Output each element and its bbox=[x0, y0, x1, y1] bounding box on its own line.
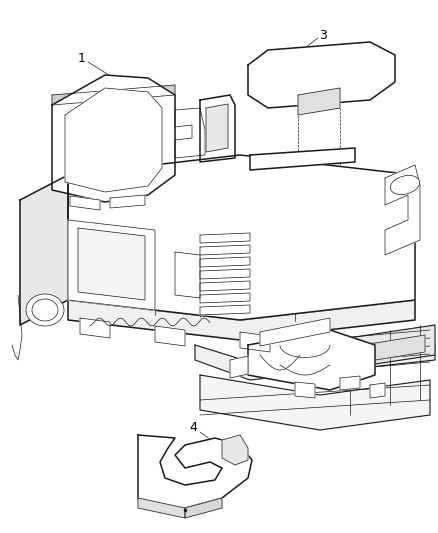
Polygon shape bbox=[52, 85, 175, 105]
Polygon shape bbox=[339, 376, 359, 390]
Polygon shape bbox=[200, 233, 249, 243]
Polygon shape bbox=[175, 108, 205, 158]
Polygon shape bbox=[200, 281, 249, 291]
Polygon shape bbox=[205, 104, 227, 152]
Polygon shape bbox=[369, 383, 384, 398]
Polygon shape bbox=[138, 498, 184, 518]
Polygon shape bbox=[175, 252, 200, 298]
Polygon shape bbox=[68, 220, 155, 310]
Polygon shape bbox=[52, 75, 175, 202]
Polygon shape bbox=[155, 326, 184, 346]
Text: 4: 4 bbox=[189, 422, 197, 434]
Polygon shape bbox=[65, 88, 162, 192]
Polygon shape bbox=[138, 435, 251, 508]
Polygon shape bbox=[68, 155, 414, 320]
Polygon shape bbox=[184, 498, 222, 518]
Polygon shape bbox=[247, 330, 374, 390]
Polygon shape bbox=[20, 175, 68, 325]
Text: 1: 1 bbox=[78, 52, 86, 64]
Polygon shape bbox=[384, 165, 419, 255]
Polygon shape bbox=[247, 42, 394, 108]
Polygon shape bbox=[200, 257, 249, 267]
Ellipse shape bbox=[32, 299, 58, 321]
Polygon shape bbox=[222, 435, 247, 465]
Polygon shape bbox=[200, 269, 249, 279]
Polygon shape bbox=[200, 293, 249, 303]
Text: 3: 3 bbox=[318, 28, 326, 42]
Polygon shape bbox=[259, 318, 329, 346]
Polygon shape bbox=[334, 325, 434, 370]
Polygon shape bbox=[78, 228, 145, 300]
Ellipse shape bbox=[389, 175, 419, 195]
Polygon shape bbox=[240, 332, 269, 352]
Polygon shape bbox=[200, 305, 249, 315]
Polygon shape bbox=[70, 196, 100, 210]
Polygon shape bbox=[200, 95, 234, 162]
Polygon shape bbox=[294, 382, 314, 398]
Polygon shape bbox=[194, 345, 434, 380]
Polygon shape bbox=[110, 195, 145, 208]
Polygon shape bbox=[200, 245, 249, 255]
Polygon shape bbox=[80, 318, 110, 338]
Polygon shape bbox=[297, 88, 339, 115]
Polygon shape bbox=[230, 356, 247, 378]
Ellipse shape bbox=[26, 294, 64, 326]
Polygon shape bbox=[249, 148, 354, 170]
Polygon shape bbox=[200, 375, 429, 430]
Polygon shape bbox=[68, 300, 414, 340]
Polygon shape bbox=[344, 335, 424, 365]
